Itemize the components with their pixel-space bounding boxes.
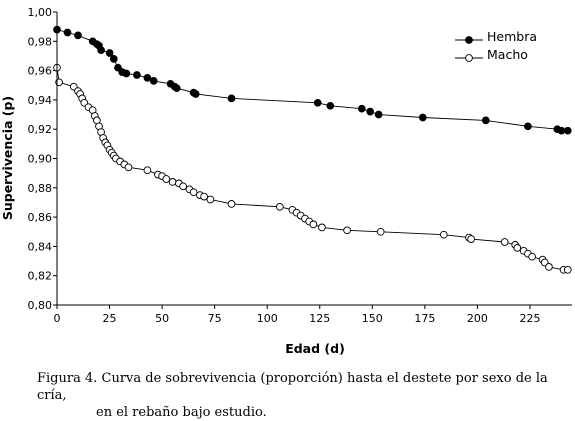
y-tick-label: 0,98 <box>28 35 53 48</box>
x-tick-label: 200 <box>467 312 488 325</box>
legend-marker-macho <box>465 54 473 62</box>
data-point-hembra <box>366 107 375 116</box>
legend-label-macho: Macho <box>487 47 528 62</box>
x-tick-label: 125 <box>309 312 330 325</box>
data-point-macho <box>309 220 318 229</box>
y-tick-label: 0,80 <box>28 299 53 312</box>
data-point-hembra <box>172 84 181 93</box>
data-point-hembra <box>418 113 427 122</box>
data-point-macho <box>179 182 187 191</box>
data-point-macho <box>467 235 475 243</box>
tick-labels: 0,80 0,82 0,84 0,86 0,88 0,90 0,92 0,94 0,96 0,98… <box>28 6 541 325</box>
data-point-hembra <box>133 71 141 79</box>
x-tick-label: 150 <box>362 312 383 325</box>
data-point-macho <box>124 163 133 172</box>
x-tick-label: 50 <box>155 312 169 325</box>
legend-label-hembra: Hembra <box>487 29 537 44</box>
data-point-macho <box>563 265 572 274</box>
survival-chart: 0,80 0,82 0,84 0,86 0,88 0,90 0,92 0,94 0,96 0,98… <box>0 6 572 356</box>
data-point-macho <box>168 178 177 186</box>
y-tick-label: 0,96 <box>28 65 53 78</box>
data-point-macho <box>189 188 198 197</box>
x-tick-label: 175 <box>414 312 435 325</box>
y-tick-label: 0,82 <box>28 270 53 283</box>
data-point-macho <box>318 223 326 232</box>
data-point-macho <box>545 263 553 271</box>
caption-line-2: en el rebaño bajo estudio. <box>96 405 267 420</box>
data-point-hembra <box>109 55 118 63</box>
data-point-hembra <box>374 110 383 119</box>
y-tick-label: 0,90 <box>28 153 53 166</box>
data-point-hembra <box>97 46 105 54</box>
y-tick-label: 0,92 <box>28 123 53 136</box>
data-point-macho <box>439 230 448 239</box>
data-point-hembra <box>143 74 152 82</box>
data-point-hembra <box>357 104 366 113</box>
y-tick-label: 1,00 <box>28 6 53 19</box>
caption-line-1: Figura 4. Curva de sobrevivencia (propor… <box>37 371 548 403</box>
data-point-macho <box>275 202 284 211</box>
data-point-hembra <box>74 31 82 40</box>
y-tick-label: 0,86 <box>28 211 53 224</box>
data-point-macho <box>227 200 236 208</box>
data-point-hembra <box>105 49 114 57</box>
data-point-macho <box>528 252 536 261</box>
series-line-macho <box>56 67 568 271</box>
data-point-hembra <box>149 77 158 85</box>
figure-caption: Figura 4. Curva de sobrevivencia (propor… <box>37 370 567 421</box>
axis-ticks <box>53 11 531 309</box>
data-point-macho <box>376 227 385 236</box>
legend: Hembra Macho <box>455 29 537 62</box>
data-point-hembra <box>563 126 572 135</box>
data-point-macho <box>162 175 171 183</box>
data-point-hembra <box>227 94 236 103</box>
data-point-macho <box>206 195 215 204</box>
data-point-hembra <box>191 90 200 98</box>
legend-marker-hembra <box>465 36 473 44</box>
x-tick-label: 75 <box>208 312 222 325</box>
series-layer <box>53 25 572 274</box>
x-tick-label: 25 <box>103 312 117 325</box>
data-point-hembra <box>122 69 131 78</box>
x-tick-label: 100 <box>257 312 278 325</box>
y-tick-label: 0,84 <box>28 240 53 253</box>
data-point-macho <box>500 238 509 246</box>
x-axis-title: Edad (d) <box>285 341 345 356</box>
data-point-hembra <box>63 28 72 37</box>
y-axis-title: Supervivencia (p) <box>0 96 15 220</box>
data-point-macho <box>200 192 208 201</box>
data-point-hembra <box>326 101 335 110</box>
x-tick-label: 0 <box>54 312 61 325</box>
data-point-hembra <box>313 98 322 107</box>
data-point-macho <box>143 166 152 175</box>
y-tick-label: 0,94 <box>28 94 53 107</box>
series-line-hembra <box>56 29 568 132</box>
x-tick-label: 225 <box>519 312 540 325</box>
data-point-hembra <box>557 126 566 135</box>
data-point-macho <box>513 244 522 252</box>
data-point-hembra <box>524 122 532 131</box>
y-tick-label: 0,88 <box>28 182 53 195</box>
data-point-hembra <box>481 116 490 125</box>
data-point-macho <box>343 226 351 235</box>
